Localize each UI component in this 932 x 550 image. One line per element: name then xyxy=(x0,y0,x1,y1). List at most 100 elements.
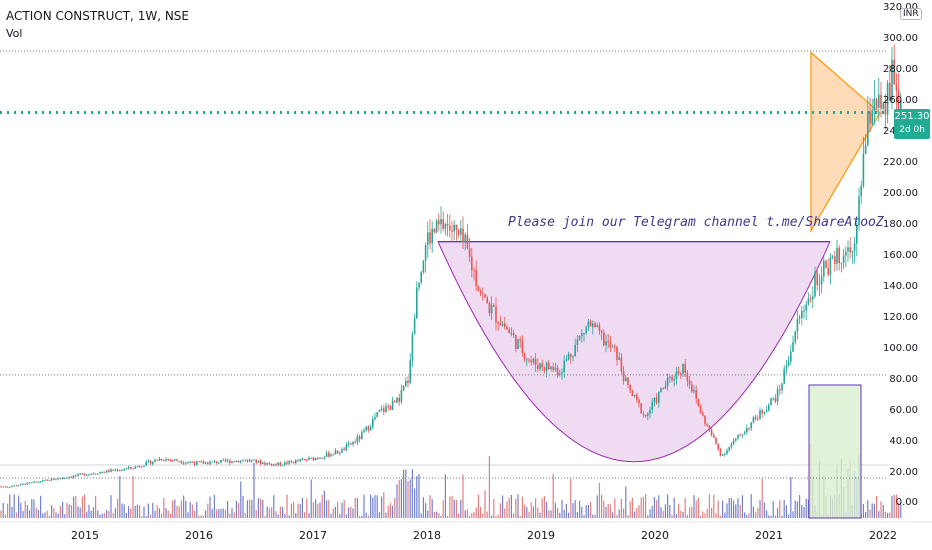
candle-body xyxy=(174,459,176,461)
volume-bar xyxy=(620,498,622,518)
volume-bar xyxy=(636,508,638,518)
candle-body xyxy=(310,457,312,459)
volume-bar xyxy=(53,508,55,518)
candle-body xyxy=(356,436,359,443)
volume-bar xyxy=(194,510,196,518)
candle-body xyxy=(614,346,616,348)
volume-bar xyxy=(218,509,220,518)
candle-body xyxy=(350,443,352,445)
candle-body xyxy=(493,305,495,307)
candle-body xyxy=(710,429,713,436)
candle-body xyxy=(594,323,596,327)
candle-body xyxy=(86,474,88,476)
volume-bar xyxy=(898,502,900,518)
volume-bar xyxy=(284,513,286,518)
candle-body xyxy=(299,459,301,462)
volume-bar xyxy=(81,496,83,518)
y-tick-label: 140.00 xyxy=(883,281,918,292)
volume-bar xyxy=(77,506,79,518)
volume-bar xyxy=(108,510,110,518)
volume-bar xyxy=(97,510,99,518)
candle-body xyxy=(515,334,517,349)
volume-bar xyxy=(216,509,218,518)
candle-body xyxy=(787,361,790,366)
candle-body xyxy=(572,356,574,358)
triangle-shape xyxy=(810,51,881,233)
candle-body xyxy=(662,388,664,390)
candle-body xyxy=(72,475,75,478)
candle-body xyxy=(812,296,814,300)
currency-badge[interactable]: INR xyxy=(900,8,922,20)
volume-bar xyxy=(139,505,141,518)
candle-body xyxy=(790,351,792,362)
candle-body xyxy=(530,360,532,363)
volume-bar xyxy=(638,505,640,518)
volume-bar xyxy=(572,503,574,518)
candle-body xyxy=(391,400,394,410)
candle-body xyxy=(891,59,893,100)
candle-body xyxy=(724,453,726,455)
volume-bar xyxy=(231,508,233,518)
candle-body xyxy=(427,232,429,245)
volume-bar xyxy=(337,501,339,518)
volume-bar xyxy=(653,497,655,518)
candle-body xyxy=(383,408,385,412)
volume-bar xyxy=(348,507,350,518)
volume-bar xyxy=(264,515,266,518)
candle-body xyxy=(138,466,141,468)
candle-body xyxy=(831,256,834,258)
candle-body xyxy=(165,459,167,461)
volume-bar xyxy=(15,512,17,518)
y-tick-label: 60.00 xyxy=(889,405,918,416)
candle-body xyxy=(732,440,735,445)
candle-body xyxy=(473,270,475,272)
volume-bar xyxy=(257,498,259,518)
candle-body xyxy=(167,459,169,461)
candle-body xyxy=(433,228,436,233)
candle-body xyxy=(446,223,449,226)
volume-bar xyxy=(262,499,264,518)
candle-body xyxy=(728,446,730,451)
candle-body xyxy=(528,359,530,361)
volume-bar xyxy=(768,515,770,518)
candle-body xyxy=(816,272,818,285)
volume-bar xyxy=(440,515,442,518)
candle-body xyxy=(761,410,763,414)
volume-bar xyxy=(161,513,163,518)
candle-body xyxy=(695,389,697,399)
candle-body xyxy=(303,459,306,461)
candle-body xyxy=(286,462,288,464)
candle-body xyxy=(380,408,383,410)
candle-body xyxy=(396,397,398,403)
candle-body xyxy=(570,354,572,357)
volume-bar xyxy=(880,501,882,518)
volume-bar xyxy=(99,514,101,518)
volume-bar xyxy=(647,515,649,518)
volume-bar xyxy=(552,473,554,518)
volume-bar xyxy=(233,512,235,518)
candle-body xyxy=(369,427,372,431)
volume-bar xyxy=(260,498,262,518)
candle-body xyxy=(466,234,469,249)
candle-body xyxy=(198,461,200,463)
volume-bar xyxy=(211,508,213,518)
volume-bar xyxy=(414,488,416,518)
volume-bar xyxy=(389,503,391,518)
candle-body xyxy=(409,359,411,383)
volume-bar xyxy=(755,512,757,518)
candle-body xyxy=(482,293,484,295)
volume-bar xyxy=(297,503,299,518)
volume-bar xyxy=(35,508,37,518)
candle-body xyxy=(829,257,832,275)
volume-bar xyxy=(321,494,323,518)
volume-bar xyxy=(680,510,682,518)
volume-bar xyxy=(152,502,154,518)
volume-bar xyxy=(761,478,763,518)
candle-body xyxy=(653,397,656,403)
volume-bar xyxy=(750,494,752,518)
candle-body xyxy=(361,432,363,440)
candle-body xyxy=(160,459,163,461)
candle-body xyxy=(748,427,750,429)
candle-body xyxy=(398,397,400,402)
volume-bar xyxy=(783,500,785,518)
